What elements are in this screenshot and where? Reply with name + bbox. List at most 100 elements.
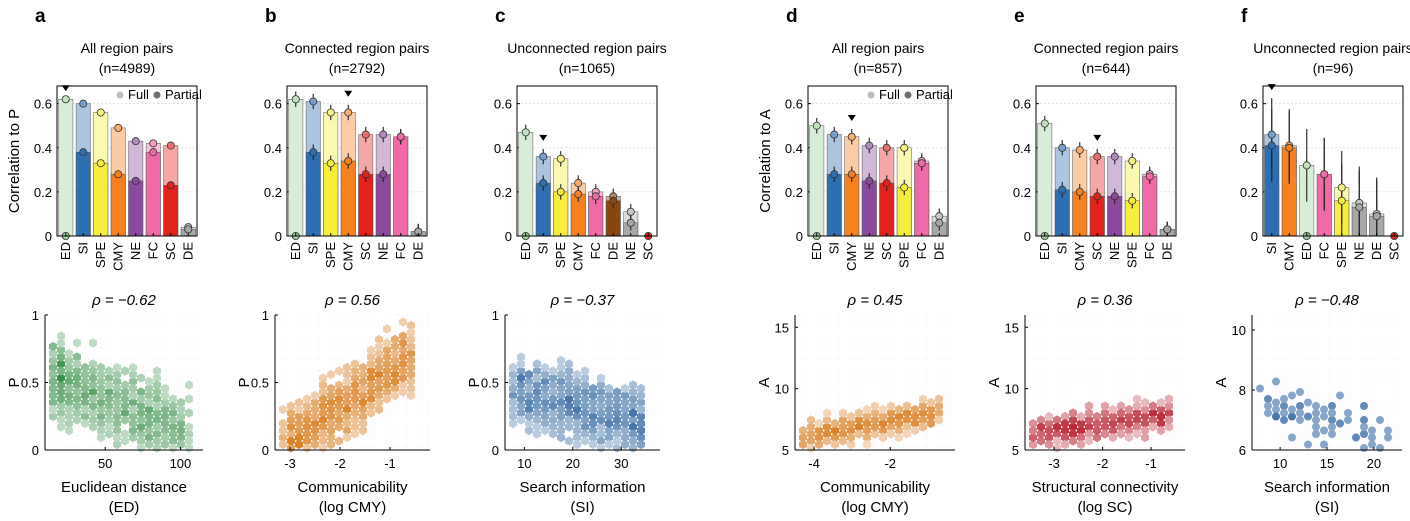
point-partial-SI [1058,185,1067,194]
hexbin-cell [65,411,73,422]
data-point [1328,409,1336,417]
hexbin-cell [605,418,613,429]
hexbin-cell [573,390,581,401]
x-tick-label: SPE [1334,242,1349,268]
y-tick-label: 8 [1239,383,1246,398]
panel-title: All region pairs [832,40,925,56]
point-partial-DE [609,196,618,205]
hexbin-cell [573,439,581,450]
hexbin-cell [517,373,525,383]
x-tick-label: ED [809,242,824,260]
x-tick-label: -3 [1048,456,1060,471]
hexbin-cell [581,401,589,411]
bar-full-ED [288,98,304,237]
hexbin-cell [145,411,153,422]
hexbin-cell [153,401,161,411]
panel-subtitle: (n=96) [1313,60,1354,76]
hexbin-cell [573,411,581,422]
hexbin-cell [49,355,57,366]
hexbin-cell [279,418,287,429]
hexbin-cell [137,422,145,432]
panel-subtitle: (n=644) [1082,60,1131,76]
y-tick-label: 0 [32,443,39,458]
x-tick-label: ED [1299,242,1314,260]
hexbin-cell [137,387,145,397]
hexbin-cell [1077,411,1085,422]
hexbin-cell [823,436,831,446]
hexbin-cell [1053,422,1061,432]
hexbin-cell [1045,439,1053,450]
point-full-ED [812,121,821,130]
hexbin-cell [145,383,153,394]
x-tick-label: CMY [1281,242,1296,271]
point-full-ED [1040,119,1049,128]
hexbin-cell [581,408,589,418]
hexbin-cell [65,369,73,380]
hexbin-cell [589,390,597,401]
hexbin-cell [81,376,89,387]
hexbin-cell [871,408,879,418]
hexbin-cell [903,422,911,432]
hexbin-cell [589,425,597,436]
point-partial-SPE [556,187,565,196]
hexbin-cell [621,383,629,394]
x-tick-label: SC [640,242,655,260]
x-tick-label: 10 [1273,456,1287,471]
hexbin-cell [557,418,565,429]
hexbin-cell [359,418,367,429]
hexbin-cell [391,390,399,401]
hexbin-cell [335,436,343,446]
hexbin-cell [113,383,121,394]
hexbin-cell [1077,432,1085,443]
hexbin-cell [1045,432,1053,443]
hexbin-cell [383,352,391,362]
hexbin-cell [1109,425,1117,436]
bar-partial-SC [163,185,179,237]
hexbin-cell [565,380,573,390]
hexbin-cell [375,362,383,373]
hexbin-cell [621,439,629,450]
hexbin-cell [105,394,113,404]
data-point [1344,409,1352,417]
point-full-SPE [900,143,909,152]
hexbin-cell [367,380,375,390]
data-point [1272,412,1280,421]
hexbin-cell [335,401,343,411]
scatter-panel-5: ρ = 0.36 -3 -2 -1 5 10 15 A Structural connectiv… [986,292,1185,516]
hexbin-cell [1117,415,1125,425]
hexbin-cell [295,425,303,436]
hexbin-cell [311,425,319,436]
hexbin-cell [597,401,605,411]
point-full-DE [935,212,944,221]
hexbin-cell [177,397,185,408]
hexbin-cell [935,401,943,411]
hexbin-cell [525,383,533,394]
y-tick-label: 0.4 [785,141,803,156]
hexbin-cell [525,425,533,436]
hexbin-cell [351,366,359,376]
hexbin-cell [407,341,415,352]
hexbin-cell [391,369,399,380]
hexbin-cell [57,401,65,411]
hexbin-cell [391,376,399,387]
hexbin-cell [541,425,549,436]
hexbin-cell [351,359,359,369]
point-full-NE [379,130,388,139]
hexbin-cell [1045,418,1053,429]
x-tick-label: SI [1264,242,1279,254]
hexbin-cell [1037,422,1045,432]
hexbin-cell [621,390,629,401]
hexbin-cell [935,394,943,404]
hexbin-cell [1149,415,1157,425]
hexbin-cell [97,418,105,429]
hexbin-cell [351,422,359,432]
hexbin-cell [565,436,573,446]
hexbin-cell [97,397,105,408]
hexbin-cell [1165,401,1173,411]
data-point [1368,440,1376,449]
hexbin-cell [137,415,145,425]
point-partial-NE [1355,203,1364,212]
point-partial-SPE [326,159,335,168]
hexbin-cell [541,390,549,401]
point-full-NE [131,137,140,146]
